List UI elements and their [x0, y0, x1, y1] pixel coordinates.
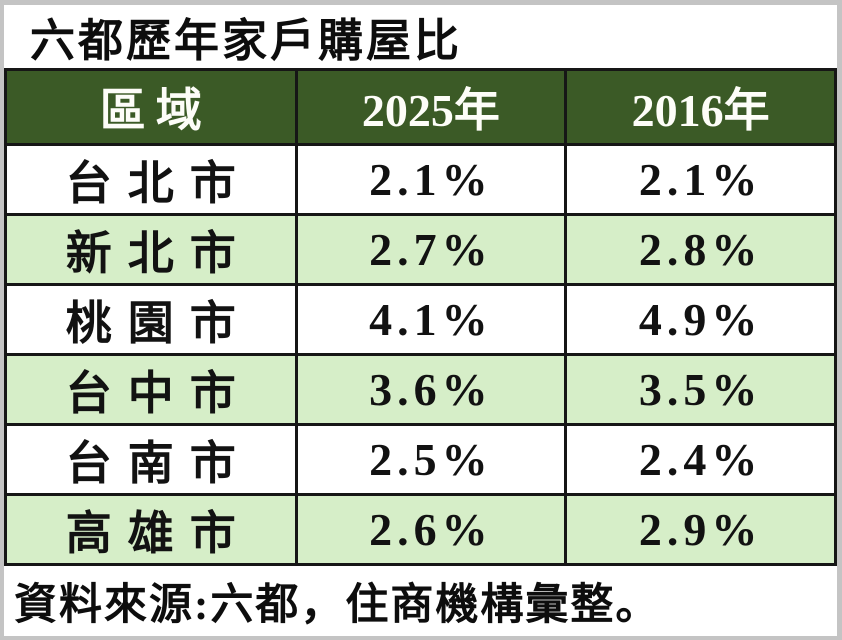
- region-cell: 桃園市: [4, 283, 298, 356]
- header-row: 區域 2025年 2016年: [4, 68, 837, 146]
- region-cell: 台南市: [4, 423, 298, 496]
- value-cell-2025: 4.1%: [294, 283, 568, 356]
- region-cell: 高雄市: [4, 493, 298, 566]
- table-sheet: 六都歷年家戶購屋比 區域 2025年 2016年 台北市 2.1% 2.1% 新…: [4, 5, 837, 636]
- value-cell-2016: 2.8%: [564, 213, 837, 286]
- value-cell-2025: 2.6%: [294, 493, 568, 566]
- region-cell: 新北市: [4, 213, 298, 286]
- table-row-newtaipei: 新北市 2.7% 2.8%: [4, 213, 837, 286]
- value-cell-2016: 2.1%: [564, 143, 837, 216]
- value-cell-2025: 3.6%: [294, 353, 568, 426]
- value-cell-2025: 2.7%: [294, 213, 568, 286]
- table-row-tainan: 台南市 2.5% 2.4%: [4, 423, 837, 496]
- value-cell-2016: 2.9%: [564, 493, 837, 566]
- table-row-kaohsiung: 高雄市 2.6% 2.9%: [4, 493, 837, 566]
- source-note: 資料來源:六都，住商機構彙整。: [14, 582, 661, 629]
- value-cell-2016: 2.4%: [564, 423, 837, 496]
- page-title: 六都歷年家戶購屋比: [30, 16, 463, 66]
- table-row-taoyuan: 桃園市 4.1% 4.9%: [4, 283, 837, 356]
- value-cell-2025: 2.1%: [294, 143, 568, 216]
- column-header-region: 區域: [4, 68, 298, 146]
- region-cell: 台中市: [4, 353, 298, 426]
- value-cell-2025: 2.5%: [294, 423, 568, 496]
- table-row-taichung: 台中市 3.6% 3.5%: [4, 353, 837, 426]
- region-cell: 台北市: [4, 143, 298, 216]
- column-header-2016: 2016年: [564, 68, 837, 146]
- value-cell-2016: 3.5%: [564, 353, 837, 426]
- home-purchase-ratio-table: 區域 2025年 2016年 台北市 2.1% 2.1% 新北市 2.7% 2.…: [4, 68, 837, 566]
- table-row-taipei: 台北市 2.1% 2.1%: [4, 143, 837, 216]
- column-header-2025: 2025年: [294, 68, 568, 146]
- value-cell-2016: 4.9%: [564, 283, 837, 356]
